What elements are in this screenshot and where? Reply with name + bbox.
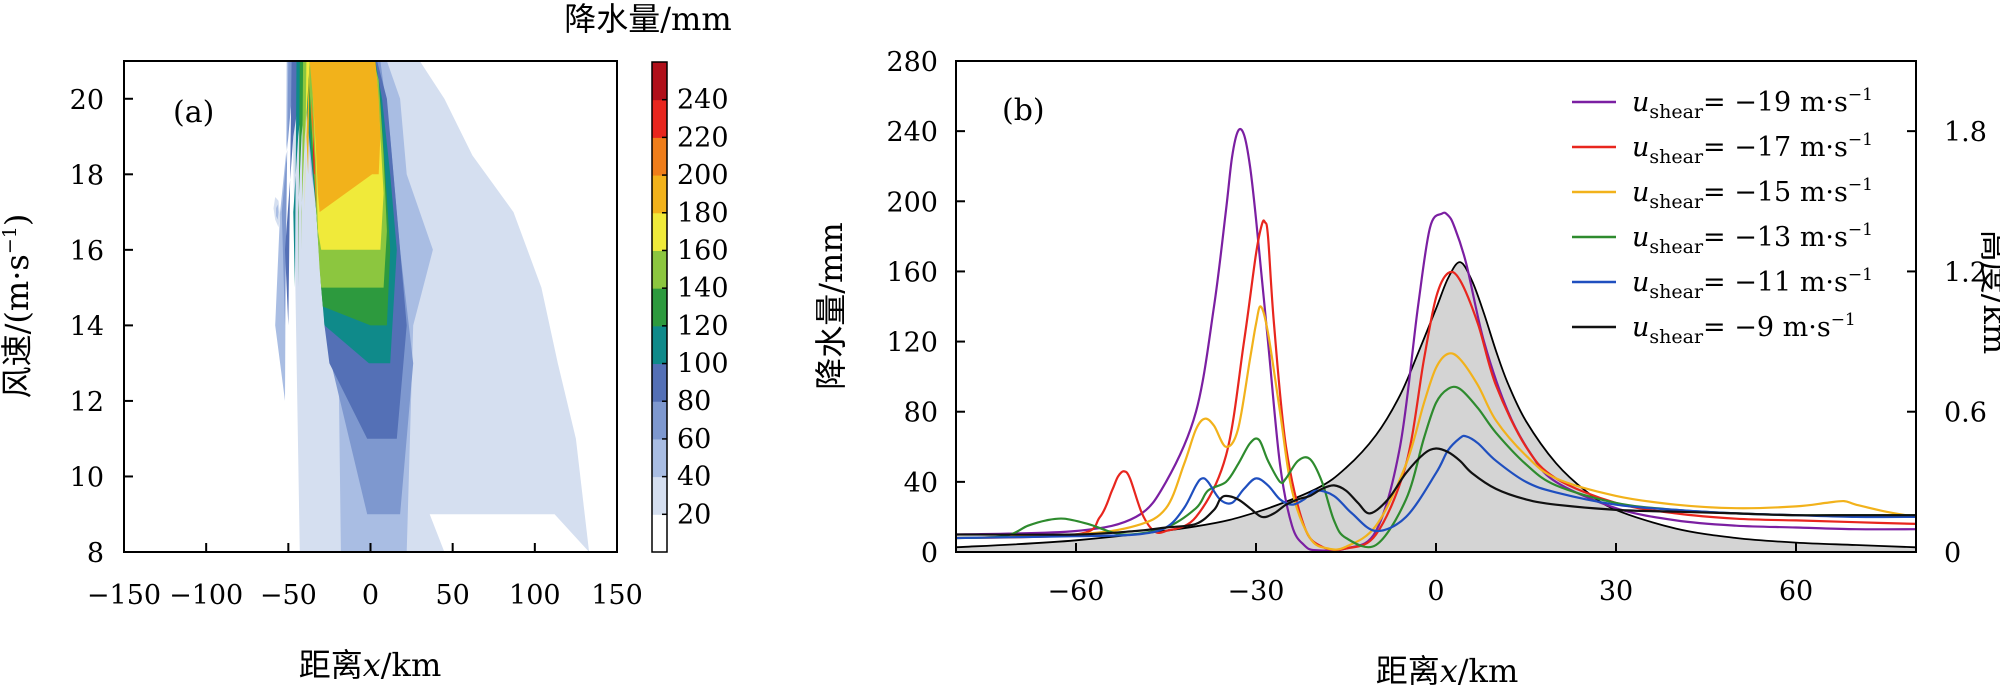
series-line-m9 [956, 447, 1916, 536]
b-y2tick-label: 1.2 [1944, 257, 1987, 288]
colorbar-tick-label: 80 [677, 386, 711, 417]
a-xtick-label: 50 [435, 580, 469, 611]
panel-a-ylabel: 风速/(m·s−1) [0, 214, 36, 399]
contour-region-40-12 [276, 204, 279, 220]
legend-entry-m15: ushear= −15 m·s−1 [1632, 175, 1873, 213]
a-ytick-label: 12 [70, 387, 104, 418]
panel-b-ylabel2: 高度/km [1976, 230, 2000, 355]
colorbar-segment [652, 514, 667, 553]
colorbar-segment [652, 325, 667, 365]
colorbar-tick-label: 40 [677, 462, 711, 493]
legend-entry-m17: ushear= −17 m·s−1 [1632, 130, 1873, 168]
colorbar-segment [652, 175, 667, 214]
series-line-m11 [956, 434, 1916, 540]
a-ytick-label: 10 [70, 462, 104, 493]
legend: ushear= −19 m·s−1 ushear= −17 m·s−1 ushear… [1572, 85, 1873, 348]
colorbar-segment [652, 137, 667, 176]
b-ytick-label: 160 [886, 257, 938, 288]
colorbar-segment [652, 62, 667, 101]
colorbar-segment [652, 363, 667, 402]
b-ytick-label: 280 [886, 47, 938, 78]
a-ytick-label: 14 [70, 311, 104, 342]
b-xtick-label: 30 [1599, 576, 1633, 607]
series-line-m17 [956, 219, 1916, 551]
colorbar-segment [652, 250, 667, 289]
b-ytick-label: 80 [904, 398, 938, 429]
colorbar-tick-label: 100 [677, 349, 729, 380]
colorbar-tick-label: 160 [677, 235, 729, 266]
panel-b-xlabel: 距离x/km [1376, 652, 1519, 689]
colorbar-tick-label: 180 [677, 198, 729, 229]
b-xtick-label: 0 [1427, 576, 1444, 607]
colorbar-segment [652, 288, 667, 327]
b-y2tick-label: 1.8 [1944, 117, 1987, 148]
colorbar-segment [652, 438, 667, 478]
b-ytick-label: 0 [921, 538, 938, 569]
b-ytick-label: 120 [886, 328, 938, 359]
contour-region-220-10 [313, 136, 315, 175]
colorbar-tick-label: 60 [677, 424, 711, 455]
panel-a-ticks: −150 −100 −50 0 50 100 150 8 10 12 14 16 18 20 [70, 85, 643, 611]
b-ytick-label: 40 [904, 468, 938, 499]
a-ytick-label: 18 [70, 160, 104, 191]
contour-region-200-9 [311, 98, 317, 213]
colorbar-tick-label: 200 [677, 160, 729, 191]
a-ytick-label: 20 [70, 85, 104, 116]
panel-a-label: (a) [173, 95, 214, 130]
colorbar: 20 40 60 80 100 120 140 160 180 200 220 240 [651, 61, 729, 553]
colorbar-tick-label: 240 [677, 85, 729, 116]
colorbar-tick-label: 20 [677, 499, 711, 530]
colorbar-segment [652, 99, 667, 138]
legend-entry-m19: ushear= −19 m·s−1 [1632, 85, 1873, 123]
a-xtick-label: −100 [169, 580, 243, 611]
a-xtick-label: −50 [260, 580, 317, 611]
b-y2tick-label: 0 [1944, 538, 1961, 569]
b-xtick-label: −30 [1228, 576, 1285, 607]
a-xtick-label: 100 [509, 580, 561, 611]
series-lines [956, 127, 1916, 552]
contour-regions [273, 61, 590, 552]
b-ytick-label: 240 [886, 117, 938, 148]
panel-a: −150 −100 −50 0 50 100 150 8 10 12 14 16 18 20 (a) 距离… [0, 0, 732, 684]
panel-b-ticks: −60 −30 0 30 60 0 40 80 120 160 200 240 280 0 0.6 1.2 1.… [886, 47, 1987, 607]
a-ytick-label: 8 [87, 538, 104, 569]
colorbar-tick-label: 140 [677, 273, 729, 304]
b-ytick-label: 200 [886, 187, 938, 218]
b-xtick-label: 60 [1779, 576, 1813, 607]
b-y2tick-label: 0.6 [1944, 398, 1987, 429]
terrain-fill [956, 262, 1916, 552]
panel-b-ylabel: 降水量/mm [812, 222, 850, 389]
b-xtick-label: −60 [1048, 576, 1105, 607]
contour-region-180-8 [306, 61, 381, 213]
a-xtick-label: 0 [362, 580, 379, 611]
series-line-m15 [956, 305, 1916, 551]
panel-a-xlabel: 距离x/km [299, 646, 442, 684]
legend-entry-m13: ushear= −13 m·s−1 [1632, 220, 1873, 258]
a-xtick-label: 150 [591, 580, 643, 611]
legend-entry-m11: ushear= −11 m·s−1 [1632, 265, 1873, 303]
colorbar-title: 降水量/mm [564, 0, 731, 38]
colorbar-tick-label: 120 [677, 311, 729, 342]
legend-entry-m9: ushear= −9 m·s−1 [1632, 310, 1856, 348]
panel-b-label: (b) [1002, 93, 1045, 128]
colorbar-tick-label: 220 [677, 122, 729, 153]
colorbar-segment [652, 401, 667, 440]
panel-b: −60 −30 0 30 60 0 40 80 120 160 200 240 280 0 0.6 1.2 1.… [812, 47, 2000, 689]
colorbar-frame [651, 61, 668, 553]
colorbar-segment [652, 212, 667, 251]
a-ytick-label: 16 [70, 236, 104, 267]
a-xtick-label: −150 [87, 580, 161, 611]
colorbar-segment [652, 476, 667, 515]
